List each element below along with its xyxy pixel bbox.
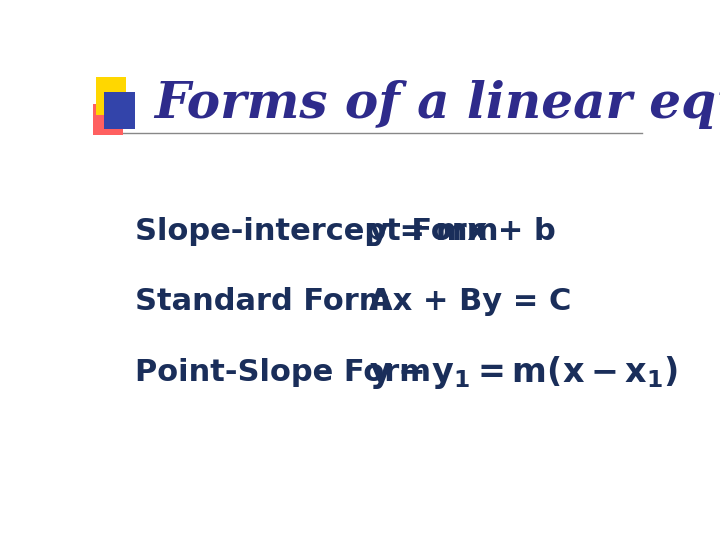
Text: Slope-intercept Form: Slope-intercept Form <box>135 217 498 246</box>
Text: Point-Slope Form: Point-Slope Form <box>135 358 431 387</box>
Text: Standard Form: Standard Form <box>135 287 390 316</box>
FancyBboxPatch shape <box>104 92 135 129</box>
Text: y = mx + b: y = mx + b <box>369 217 556 246</box>
Text: Ax + By = C: Ax + By = C <box>369 287 572 316</box>
FancyBboxPatch shape <box>93 104 124 136</box>
FancyBboxPatch shape <box>96 77 126 114</box>
Text: Forms of a linear equation: Forms of a linear equation <box>154 80 720 129</box>
Text: $\mathbf{y - y_1 = m(x - x_1)}$: $\mathbf{y - y_1 = m(x - x_1)}$ <box>369 354 678 391</box>
